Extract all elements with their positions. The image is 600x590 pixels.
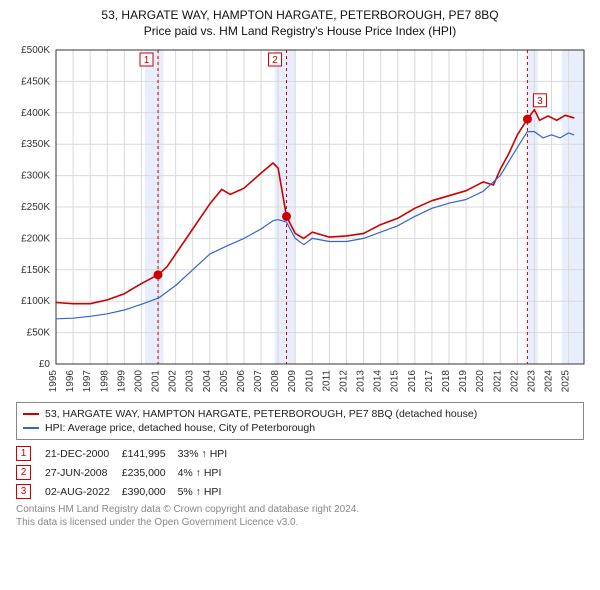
x-tick-label: 2010: [304, 370, 315, 393]
title-block: 53, HARGATE WAY, HAMPTON HARGATE, PETERB…: [8, 8, 592, 38]
x-tick-label: 2006: [236, 370, 247, 393]
event-label-text: 2: [272, 55, 278, 66]
x-tick-label: 2023: [526, 370, 537, 393]
x-tick-label: 2001: [151, 370, 162, 393]
event-index-box: 1: [16, 446, 31, 461]
title-address: 53, HARGATE WAY, HAMPTON HARGATE, PETERB…: [8, 8, 592, 22]
event-date: 27-JUN-2008: [45, 463, 122, 482]
x-tick-label: 1998: [99, 370, 110, 393]
chart: £0 £50K £100K £150K £200K £250K £300K £350K £400…: [8, 44, 592, 396]
y-tick-label: £0: [39, 359, 51, 370]
x-tick-label: 1996: [65, 370, 76, 393]
x-tick-label: 1995: [48, 370, 59, 393]
x-tick-label: 2014: [373, 370, 384, 393]
x-tick-label: 2007: [253, 370, 264, 393]
y-tick-label: £50K: [27, 328, 51, 339]
x-tick-label: 2016: [407, 370, 418, 393]
event-delta: 5% ↑ HPI: [178, 482, 240, 501]
event-row: 1 21-DEC-2000£141,99533% ↑ HPI: [16, 444, 239, 463]
event-price: £235,000: [122, 463, 178, 482]
event-delta: 33% ↑ HPI: [178, 444, 240, 463]
x-tick-label: 2004: [202, 370, 213, 393]
x-tick-label: 2021: [492, 370, 503, 393]
x-tick-label: 2003: [185, 370, 196, 393]
attribution-line1: Contains HM Land Registry data © Crown c…: [16, 503, 584, 516]
x-tick-label: 2015: [390, 370, 401, 393]
y-tick-label: £150K: [21, 265, 50, 276]
x-tick-label: 2018: [441, 370, 452, 393]
x-tick-label: 2020: [475, 370, 486, 393]
x-tick-label: 2000: [133, 370, 144, 393]
event-marker: [523, 115, 532, 124]
x-tick-label: 2024: [544, 370, 555, 393]
event-date: 21-DEC-2000: [45, 444, 122, 463]
legend-item: 53, HARGATE WAY, HAMPTON HARGATE, PETERB…: [23, 407, 577, 421]
x-tick-label: 1997: [82, 370, 93, 393]
x-tick-label: 2011: [321, 370, 332, 392]
event-index-box: 2: [16, 465, 31, 480]
legend-label: HPI: Average price, detached house, City…: [45, 421, 315, 435]
event-index-box: 3: [16, 484, 31, 499]
y-tick-label: £400K: [21, 108, 50, 119]
event-price: £390,000: [122, 482, 178, 501]
x-tick-label: 2017: [424, 370, 435, 393]
event-marker: [154, 270, 163, 279]
legend-swatch: [23, 413, 39, 415]
x-tick-label: 2008: [270, 370, 281, 393]
y-tick-label: £300K: [21, 171, 50, 182]
event-marker: [282, 212, 291, 221]
title-subtitle: Price paid vs. HM Land Registry's House …: [8, 24, 592, 38]
x-tick-label: 2025: [561, 370, 572, 393]
legend-item: HPI: Average price, detached house, City…: [23, 421, 577, 435]
event-delta: 4% ↑ HPI: [178, 463, 240, 482]
event-row: 2 27-JUN-2008£235,0004% ↑ HPI: [16, 463, 239, 482]
y-tick-label: £350K: [21, 139, 50, 150]
x-tick-label: 1999: [116, 370, 127, 393]
x-tick-label: 2012: [338, 370, 349, 393]
chart-svg: £0 £50K £100K £150K £200K £250K £300K £350K £400…: [8, 44, 592, 396]
legend-swatch: [23, 427, 39, 429]
y-tick-label: £250K: [21, 202, 50, 213]
y-tick-label: £500K: [21, 45, 50, 56]
event-date: 02-AUG-2022: [45, 482, 122, 501]
page: 53, HARGATE WAY, HAMPTON HARGATE, PETERB…: [0, 0, 600, 590]
x-tick-label: 2005: [219, 370, 230, 393]
legend-label: 53, HARGATE WAY, HAMPTON HARGATE, PETERB…: [45, 407, 477, 421]
events-table: 1 21-DEC-2000£141,99533% ↑ HPI 2 27-JUN-200…: [16, 444, 584, 501]
attribution-line2: This data is licensed under the Open Gov…: [16, 516, 584, 529]
x-tick-label: 2009: [287, 370, 298, 393]
event-label-text: 3: [537, 96, 543, 107]
event-price: £141,995: [122, 444, 178, 463]
event-label-text: 1: [144, 55, 150, 66]
attribution: Contains HM Land Registry data © Crown c…: [16, 503, 584, 529]
x-tick-label: 2022: [509, 370, 520, 393]
y-tick-label: £100K: [21, 296, 50, 307]
x-tick-label: 2002: [168, 370, 179, 393]
event-row: 3 02-AUG-2022£390,0005% ↑ HPI: [16, 482, 239, 501]
legend: 53, HARGATE WAY, HAMPTON HARGATE, PETERB…: [16, 402, 584, 440]
x-tick-label: 2019: [458, 370, 469, 393]
x-tick-label: 2013: [356, 370, 367, 393]
y-tick-label: £200K: [21, 233, 50, 244]
y-tick-label: £450K: [21, 76, 50, 87]
